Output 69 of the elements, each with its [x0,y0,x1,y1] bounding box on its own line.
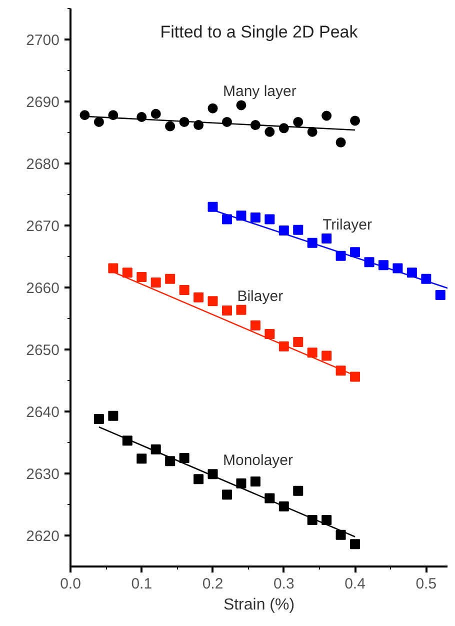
point [322,515,332,525]
point [222,490,232,500]
point [94,414,104,424]
point [208,103,218,114]
series-label: Many layer [222,83,296,100]
y-tick-label: 2630 [26,466,60,483]
point [136,272,147,282]
point [194,292,204,302]
x-tick-label: 0.4 [344,576,366,592]
point [108,410,118,421]
point [264,329,275,339]
point [307,126,318,137]
y-tick-label: 2700 [26,32,60,49]
series-label: Monolayer [222,452,294,470]
point [350,116,360,126]
point [165,274,176,284]
point [293,486,304,496]
y-tick-label: 2670 [26,218,60,235]
point [264,214,275,224]
text: Fitted to a Single 2D Peak [160,22,358,42]
y-tick-label: 2660 [26,280,60,297]
point [322,234,332,244]
point [322,110,332,121]
point [179,284,190,295]
point [293,224,304,235]
x-tick-label: 0.1 [131,576,152,592]
point [250,320,260,330]
y-tick-label: 2640 [26,404,60,421]
point [136,454,147,464]
point [94,116,104,127]
y-tick-label: 2690 [26,94,60,111]
point [208,296,218,306]
x-axis-title: Strain (%) [223,596,295,614]
point [222,305,232,316]
point [236,100,246,110]
x-tick-label: 0.0 [60,576,81,592]
point [336,137,346,148]
series-label: Trilayer [322,216,372,234]
point [350,372,360,382]
point [179,453,190,463]
point [108,263,118,274]
point [208,202,218,212]
series-label: Bilayer [237,288,284,305]
y-tick-label: 2620 [26,528,60,545]
x-tick-label: 0.2 [202,576,224,592]
point [293,337,304,348]
point [336,530,346,540]
x-tick-label: 0.3 [273,576,294,592]
point [250,212,260,222]
point [435,290,446,300]
point [293,116,304,127]
point [150,108,161,119]
point [322,350,332,361]
point [194,474,204,484]
point [150,278,161,288]
y-tick-label: 2650 [26,342,60,359]
point [264,126,275,137]
y-tick-label: 2680 [26,156,60,173]
point [122,268,132,278]
point [350,539,360,550]
point [350,247,360,258]
x-tick-label: 0.5 [416,576,437,592]
point [222,214,232,224]
point [165,121,176,132]
point [307,348,318,358]
point [236,304,246,315]
point [236,478,246,488]
point [250,476,260,487]
point [80,110,90,120]
